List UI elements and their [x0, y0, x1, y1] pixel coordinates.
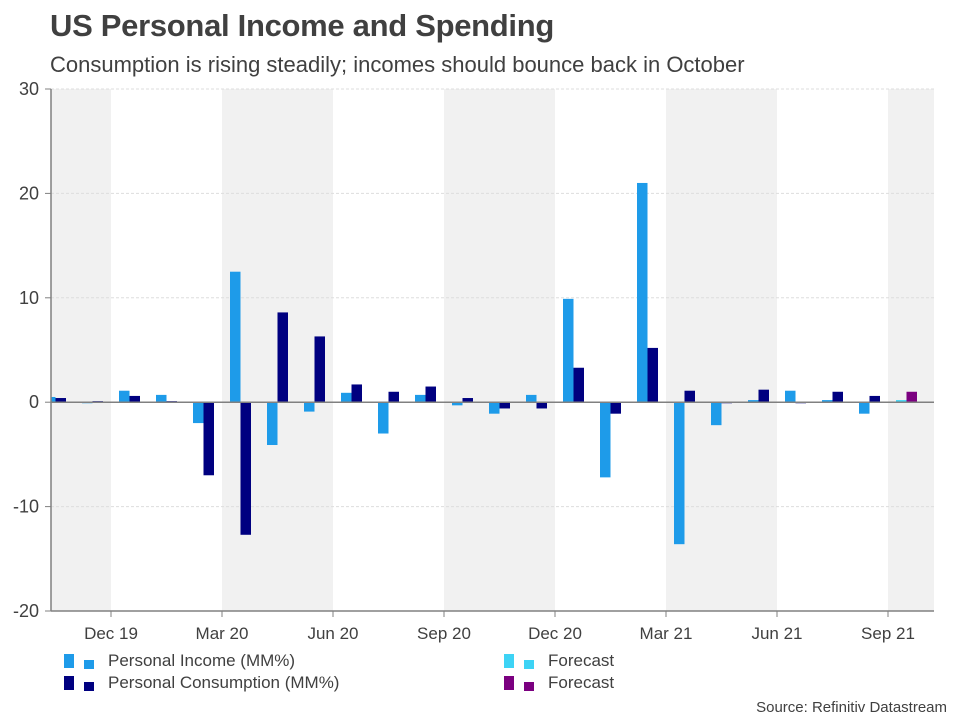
consumption-bar: [240, 402, 251, 535]
consumption-bar: [351, 384, 362, 403]
income-bar: [674, 402, 685, 545]
income-bar: [415, 394, 426, 403]
income-bar: [526, 394, 537, 403]
income-bar: [230, 271, 241, 403]
y-tick-label: 0: [29, 392, 39, 412]
income-bar: [563, 298, 574, 403]
quarter-band: [444, 89, 555, 611]
consumption-bar: [388, 391, 399, 403]
x-tick-label: Dec 20: [528, 624, 582, 643]
legend-label: Personal Consumption (MM%): [108, 673, 340, 692]
income-bar: [193, 402, 204, 424]
legend-label: Personal Income (MM%): [108, 651, 296, 670]
x-tick-label: Jun 21: [751, 624, 802, 643]
income-bar: [822, 400, 833, 403]
y-tick-label: 20: [19, 183, 39, 203]
income-bar: [341, 392, 352, 403]
income-bar: [304, 402, 315, 412]
income-bar: [452, 402, 463, 406]
legend-swatch-income-forecast: [504, 654, 514, 668]
y-tick-labels: -20 -10 0 10 20 30: [13, 79, 39, 621]
legend-label: Forecast: [548, 673, 615, 692]
consumption-bar: [499, 402, 510, 409]
consumption-bar: [277, 312, 288, 403]
legend-swatch-income-forecast-small: [524, 660, 534, 669]
income-bar: [489, 402, 500, 414]
x-tick-labels: Dec 19 Mar 20 Jun 20 Sep 20 Dec 20 Mar 21 Jun …: [84, 624, 915, 643]
y-tick-label: 10: [19, 288, 39, 308]
x-tick-label: Dec 19: [84, 624, 138, 643]
income-bar: [51, 396, 56, 403]
legend-swatch-consumption-forecast-small: [524, 682, 534, 691]
bars: [51, 182, 917, 545]
source-note: Source: Refinitiv Datastream: [756, 699, 947, 716]
income-bar: [859, 402, 870, 414]
consumption-bar: [610, 402, 621, 414]
consumption-bar: [129, 395, 140, 403]
consumption-bar: [314, 336, 325, 403]
axes: [45, 88, 934, 617]
quarter-band: [51, 89, 111, 611]
income-bar: [748, 400, 759, 403]
legend-swatch-consumption: [64, 676, 74, 690]
income-bar: [785, 390, 796, 403]
x-tick-label: Sep 20: [417, 624, 471, 643]
x-tick-label: Jun 20: [307, 624, 358, 643]
income-forecast-bar: [896, 400, 907, 403]
income-bar: [378, 402, 389, 434]
income-bar: [119, 390, 130, 403]
legend-swatch-income: [64, 654, 74, 668]
income-bar: [267, 402, 278, 446]
chart-title: US Personal Income and Spending: [50, 8, 555, 43]
income-bar: [711, 402, 722, 426]
consumption-bar: [536, 402, 547, 409]
consumption-forecast-bar: [906, 391, 917, 403]
legend-swatch-income-small: [84, 660, 94, 669]
consumption-bar: [647, 347, 658, 403]
consumption-bar: [573, 367, 584, 403]
gridlines: [51, 88, 934, 508]
consumption-bar: [869, 395, 880, 403]
consumption-bar: [462, 398, 473, 403]
y-tick-label: -10: [13, 497, 39, 517]
consumption-bar: [832, 391, 843, 403]
consumption-bar: [425, 386, 436, 403]
consumption-bar: [684, 390, 695, 403]
quarter-bands: [51, 89, 934, 611]
income-bar: [600, 402, 611, 478]
consumption-bar: [758, 389, 769, 403]
income-bar: [637, 182, 648, 403]
income-bar: [156, 394, 167, 403]
consumption-bar: [203, 402, 214, 476]
consumption-bar: [55, 398, 66, 403]
quarter-band: [888, 89, 934, 611]
legend-swatch-consumption-small: [84, 682, 94, 691]
x-tick-label: Sep 21: [861, 624, 915, 643]
x-tick-label: Mar 21: [640, 624, 693, 643]
x-tick-label: Mar 20: [196, 624, 249, 643]
y-tick-label: -20: [13, 601, 39, 621]
y-tick-label: 30: [19, 79, 39, 99]
legend-label: Forecast: [548, 651, 615, 670]
chart-subtitle: Consumption is rising steadily; incomes …: [50, 52, 745, 77]
legend-swatch-consumption-forecast: [504, 676, 514, 690]
